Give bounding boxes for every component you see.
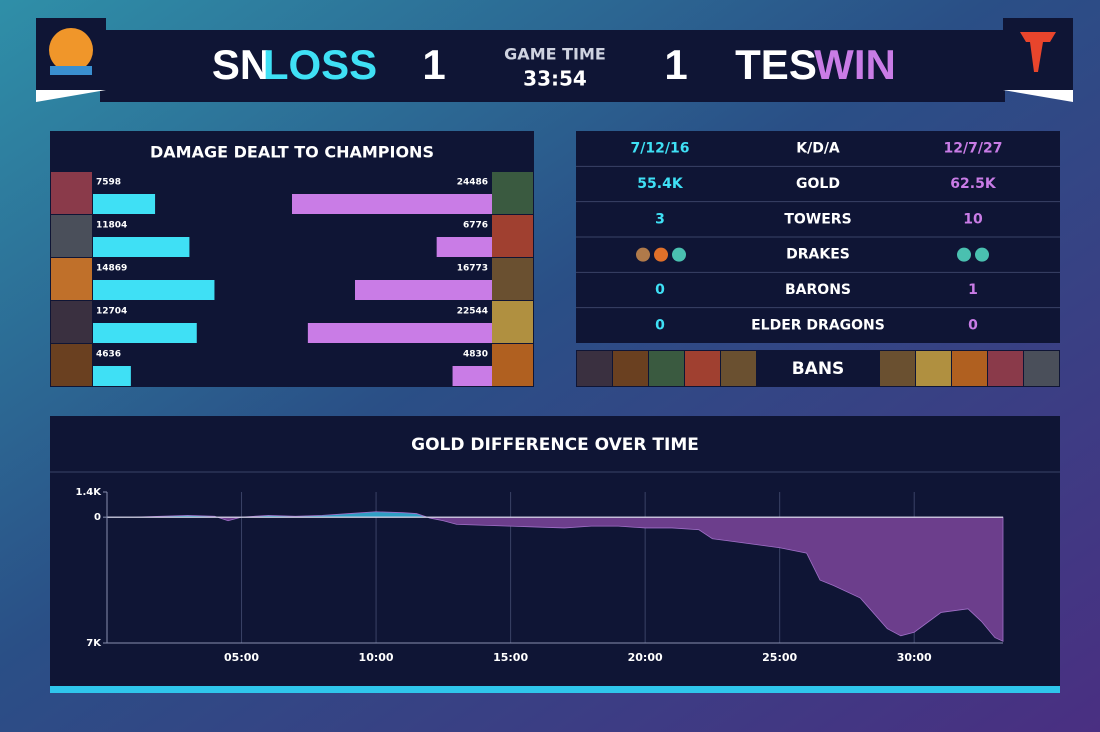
- damage-bar: [93, 366, 131, 386]
- damage-panel: [50, 131, 534, 387]
- left-logo-band: [50, 66, 92, 75]
- damage-bar: [452, 366, 492, 386]
- left-team: SN: [212, 41, 270, 88]
- damage-title: DAMAGE DEALT TO CHAMPIONS: [150, 143, 434, 162]
- champion-portrait: [492, 301, 533, 343]
- x-tick-label: 15:00: [493, 651, 528, 664]
- ban-portrait: [613, 351, 648, 386]
- x-tick-label: 25:00: [762, 651, 797, 664]
- x-tick-label: 20:00: [628, 651, 663, 664]
- gold-panel-strip: [50, 686, 1060, 693]
- damage-label: 7598: [96, 178, 121, 188]
- gold-area: [107, 511, 1004, 642]
- stat-left: 7/12/16: [631, 141, 690, 157]
- damage-label: 12704: [96, 307, 127, 317]
- y-tick-label: 1.4K: [76, 487, 103, 498]
- stat-left: 0: [655, 282, 665, 298]
- left-logo-tab: [36, 90, 106, 102]
- stat-label: GOLD: [796, 176, 840, 192]
- stat-label: K/D/A: [796, 141, 840, 157]
- game-time-label: GAME TIME: [504, 45, 606, 64]
- stat-right: 10: [963, 211, 983, 227]
- stat-right: 12/7/27: [944, 141, 1003, 157]
- x-tick-label: 05:00: [224, 651, 259, 664]
- champion-portrait: [51, 258, 92, 300]
- damage-label: 16773: [457, 264, 488, 274]
- right-result: WIN: [814, 41, 896, 88]
- stat-label: ELDER DRAGONS: [751, 317, 885, 333]
- damage-label: 14869: [96, 264, 127, 274]
- ban-portrait: [988, 351, 1023, 386]
- drake-icon: [957, 247, 971, 262]
- damage-bar: [93, 194, 156, 214]
- left-result: LOSS: [263, 41, 377, 88]
- ban-portrait: [685, 351, 720, 386]
- right-team: TES: [735, 41, 817, 88]
- x-tick-label: 10:00: [359, 651, 394, 664]
- damage-label: 4636: [96, 350, 121, 360]
- damage-label: 6776: [463, 221, 488, 231]
- ban-portrait: [649, 351, 684, 386]
- damage-bar: [307, 323, 492, 343]
- champion-portrait: [51, 215, 92, 257]
- right-logo-tab: [1003, 90, 1073, 102]
- stat-left: 3: [655, 211, 665, 227]
- left-score: 1: [422, 41, 445, 88]
- drake-icon: [654, 247, 668, 262]
- header-bar: [100, 30, 1005, 102]
- ban-portrait: [916, 351, 951, 386]
- drake-icon: [636, 247, 650, 262]
- damage-label: 24486: [457, 178, 488, 188]
- ban-portrait: [577, 351, 612, 386]
- bans-label: BANS: [792, 359, 845, 379]
- damage-label: 4830: [463, 350, 488, 360]
- ban-portrait: [952, 351, 987, 386]
- stat-label: DRAKES: [786, 247, 850, 263]
- stat-right: 62.5K: [950, 176, 997, 192]
- champion-portrait: [51, 344, 92, 386]
- ban-portrait: [721, 351, 756, 386]
- ban-portrait: [1024, 351, 1059, 386]
- champion-portrait: [492, 215, 533, 257]
- left-logo-mark: [49, 28, 93, 72]
- damage-bar: [436, 237, 492, 257]
- damage-bar: [354, 280, 492, 300]
- stat-left: 55.4K: [637, 176, 684, 192]
- damage-bar: [93, 323, 197, 343]
- y-tick-label: 7K: [86, 638, 102, 649]
- right-logo-mark: [1020, 32, 1056, 72]
- drake-icon: [672, 247, 686, 262]
- damage-label: 22544: [457, 307, 488, 317]
- stat-left: 0: [655, 317, 665, 333]
- damage-label: 11804: [96, 221, 127, 231]
- x-tick-label: 30:00: [897, 651, 932, 664]
- champion-portrait: [51, 172, 92, 214]
- drake-icon: [975, 247, 989, 262]
- damage-bar: [93, 280, 215, 300]
- game-time: 33:54: [523, 67, 587, 91]
- y-tick-label: 0: [94, 512, 101, 523]
- stat-label: TOWERS: [784, 211, 851, 227]
- stat-right: 1: [968, 282, 978, 298]
- damage-bar: [93, 237, 190, 257]
- champion-portrait: [492, 172, 533, 214]
- champion-portrait: [51, 301, 92, 343]
- champion-portrait: [492, 344, 533, 386]
- ban-portrait: [880, 351, 915, 386]
- champion-portrait: [492, 258, 533, 300]
- stat-right: 0: [968, 317, 978, 333]
- gold-title: GOLD DIFFERENCE OVER TIME: [411, 435, 699, 455]
- damage-bar: [292, 194, 492, 214]
- stat-label: BARONS: [785, 282, 851, 298]
- right-score: 1: [664, 41, 687, 88]
